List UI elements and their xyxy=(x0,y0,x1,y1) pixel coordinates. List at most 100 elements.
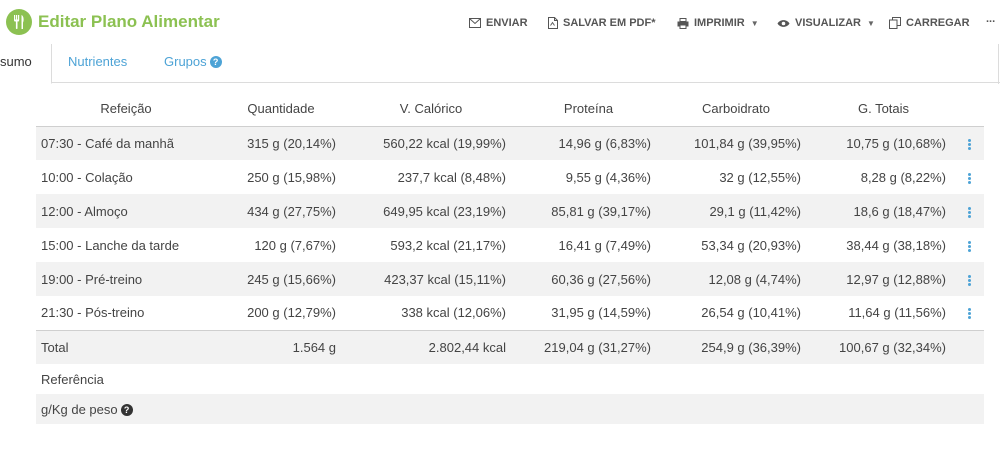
meal-protein: 14,96 g (6,83%) xyxy=(516,125,661,160)
column-header-carboidrato[interactable]: Carboidrato xyxy=(702,101,770,117)
meal-fat: 8,28 g (8,22%) xyxy=(811,160,956,194)
save-pdf-button[interactable]: SALVAR EM PDF* xyxy=(548,15,656,31)
meal-quantity: 200 g (12,79%) xyxy=(216,296,346,330)
app-logo xyxy=(6,9,32,35)
view-button[interactable]: VISUALIZAR ▼ xyxy=(777,15,875,31)
table-row[interactable]: 07:30 - Café da manhã 315 g (20,14%) 560… xyxy=(36,125,984,160)
grams-per-kg-label: g/Kg de peso xyxy=(41,401,118,417)
pdf-file-icon xyxy=(548,17,558,29)
meal-calories: 649,95 kcal (23,19%) xyxy=(346,194,516,228)
total-label: Total xyxy=(36,329,216,364)
tabs-bar: sumo Nutrientes Grupos? xyxy=(0,44,1000,84)
tab-nutrientes[interactable]: Nutrientes xyxy=(68,44,127,83)
meal-fat: 18,6 g (18,47%) xyxy=(811,194,956,228)
total-quantity: 1.564 g xyxy=(216,329,346,364)
top-header: Editar Plano Alimentar ENVIAR SALVAR EM … xyxy=(0,0,1000,44)
table-row[interactable]: 19:00 - Pré-treino 245 g (15,66%) 423,37… xyxy=(36,262,984,296)
column-header-gorduras[interactable]: G. Totais xyxy=(857,101,910,117)
meal-name: 15:00 - Lanche da tarde xyxy=(36,228,216,262)
total-calories: 2.802,44 kcal xyxy=(346,329,516,364)
send-label: ENVIAR xyxy=(486,17,528,29)
vertical-dots-icon xyxy=(968,240,972,253)
table-row[interactable]: 10:00 - Colação 250 g (15,98%) 237,7 kca… xyxy=(36,160,984,194)
meal-name: 12:00 - Almoço xyxy=(36,194,216,228)
send-button[interactable]: ENVIAR xyxy=(469,15,528,31)
meal-fat: 38,44 g (38,18%) xyxy=(811,228,956,262)
print-button[interactable]: IMPRIMIR ▼ xyxy=(677,15,759,31)
vertical-dots-icon xyxy=(968,274,972,287)
column-header-actions xyxy=(956,92,984,126)
meal-calories: 593,2 kcal (21,17%) xyxy=(346,228,516,262)
reference-row: Referência xyxy=(36,364,984,394)
tab-nutrientes-label: Nutrientes xyxy=(68,54,128,69)
meal-name: 07:30 - Café da manhã xyxy=(36,125,216,160)
help-icon[interactable]: ? xyxy=(120,403,133,416)
vertical-dots-icon xyxy=(968,307,972,320)
meal-fat: 11,64 g (11,56%) xyxy=(811,296,956,330)
row-menu-button[interactable] xyxy=(956,262,984,296)
total-carbs: 254,9 g (36,39%) xyxy=(661,329,811,364)
column-header-refeicao[interactable]: Refeição xyxy=(100,101,152,117)
load-label: CARREGAR xyxy=(906,17,970,29)
chevron-down-icon: ▼ xyxy=(867,18,875,28)
grams-per-kg-row: g/Kg de peso? xyxy=(36,394,984,424)
meal-summary-table: Refeição Quantidade V. Calórico Proteína… xyxy=(36,92,984,424)
meal-protein: 31,95 g (14,59%) xyxy=(516,296,661,330)
vertical-dots-icon xyxy=(968,206,972,219)
row-menu-button[interactable] xyxy=(956,228,984,262)
meal-fat: 10,75 g (10,68%) xyxy=(811,125,956,160)
tab-resumo[interactable]: sumo xyxy=(0,44,52,84)
meal-carbs: 26,54 g (10,41%) xyxy=(661,296,811,330)
vertical-dots-icon xyxy=(968,138,972,151)
meal-protein: 60,36 g (27,56%) xyxy=(516,262,661,296)
grams-per-kg-cell: g/Kg de peso? xyxy=(36,394,984,424)
meal-protein: 9,55 g (4,36%) xyxy=(516,160,661,194)
row-menu-button[interactable] xyxy=(956,160,984,194)
eye-icon xyxy=(777,19,790,27)
meal-carbs: 29,1 g (11,42%) xyxy=(661,194,811,228)
row-menu-button[interactable] xyxy=(956,125,984,160)
meal-name: 21:30 - Pós-treino xyxy=(36,296,216,330)
column-header-quantidade[interactable]: Quantidade xyxy=(247,101,315,117)
meal-calories: 338 kcal (12,06%) xyxy=(346,296,516,330)
total-fat: 100,67 g (32,34%) xyxy=(811,329,956,364)
more-options-button[interactable]: ... xyxy=(986,11,995,27)
tab-grupos-label: Grupos xyxy=(164,54,207,69)
row-menu-button[interactable] xyxy=(956,296,984,330)
meal-quantity: 120 g (7,67%) xyxy=(216,228,346,262)
tab-resumo-label: sumo xyxy=(0,54,32,69)
table-row[interactable]: 12:00 - Almoço 434 g (27,75%) 649,95 kca… xyxy=(36,194,984,228)
total-row: Total 1.564 g 2.802,44 kcal 219,04 g (31… xyxy=(36,329,984,364)
meal-calories: 237,7 kcal (8,48%) xyxy=(346,160,516,194)
meal-protein: 85,81 g (39,17%) xyxy=(516,194,661,228)
chevron-down-icon: ▼ xyxy=(750,18,759,28)
cutlery-icon xyxy=(14,15,24,29)
vertical-dots-icon xyxy=(968,172,972,185)
table-row[interactable]: 15:00 - Lanche da tarde 120 g (7,67%) 59… xyxy=(36,228,984,262)
meal-carbs: 32 g (12,55%) xyxy=(661,160,811,194)
meal-fat: 12,97 g (12,88%) xyxy=(811,262,956,296)
meal-carbs: 101,84 g (39,95%) xyxy=(661,125,811,160)
meal-name: 19:00 - Pré-treino xyxy=(36,262,216,296)
page-title: Editar Plano Alimentar xyxy=(38,12,220,31)
meal-calories: 560,22 kcal (19,99%) xyxy=(346,125,516,160)
more-icon: ... xyxy=(986,13,996,25)
meal-quantity: 245 g (15,66%) xyxy=(216,262,346,296)
column-header-calorico[interactable]: V. Calórico xyxy=(399,101,463,117)
table-row[interactable]: 21:30 - Pós-treino 200 g (12,79%) 338 kc… xyxy=(36,296,984,330)
row-menu-button[interactable] xyxy=(956,194,984,228)
view-label: VISUALIZAR xyxy=(795,17,861,29)
load-button[interactable]: CARREGAR xyxy=(889,15,970,31)
envelope-icon xyxy=(469,18,481,28)
meal-calories: 423,37 kcal (15,11%) xyxy=(346,262,516,296)
content-border xyxy=(998,44,999,84)
meal-quantity: 315 g (20,14%) xyxy=(216,125,346,160)
meal-carbs: 12,08 g (4,74%) xyxy=(661,262,811,296)
meal-quantity: 250 g (15,98%) xyxy=(216,160,346,194)
help-icon[interactable]: ? xyxy=(209,56,222,68)
table-header-row: Refeição Quantidade V. Calórico Proteína… xyxy=(36,92,984,126)
column-header-proteina[interactable]: Proteína xyxy=(563,101,614,117)
tab-grupos[interactable]: Grupos? xyxy=(164,44,222,83)
meal-quantity: 434 g (27,75%) xyxy=(216,194,346,228)
reference-label: Referência xyxy=(36,364,984,394)
